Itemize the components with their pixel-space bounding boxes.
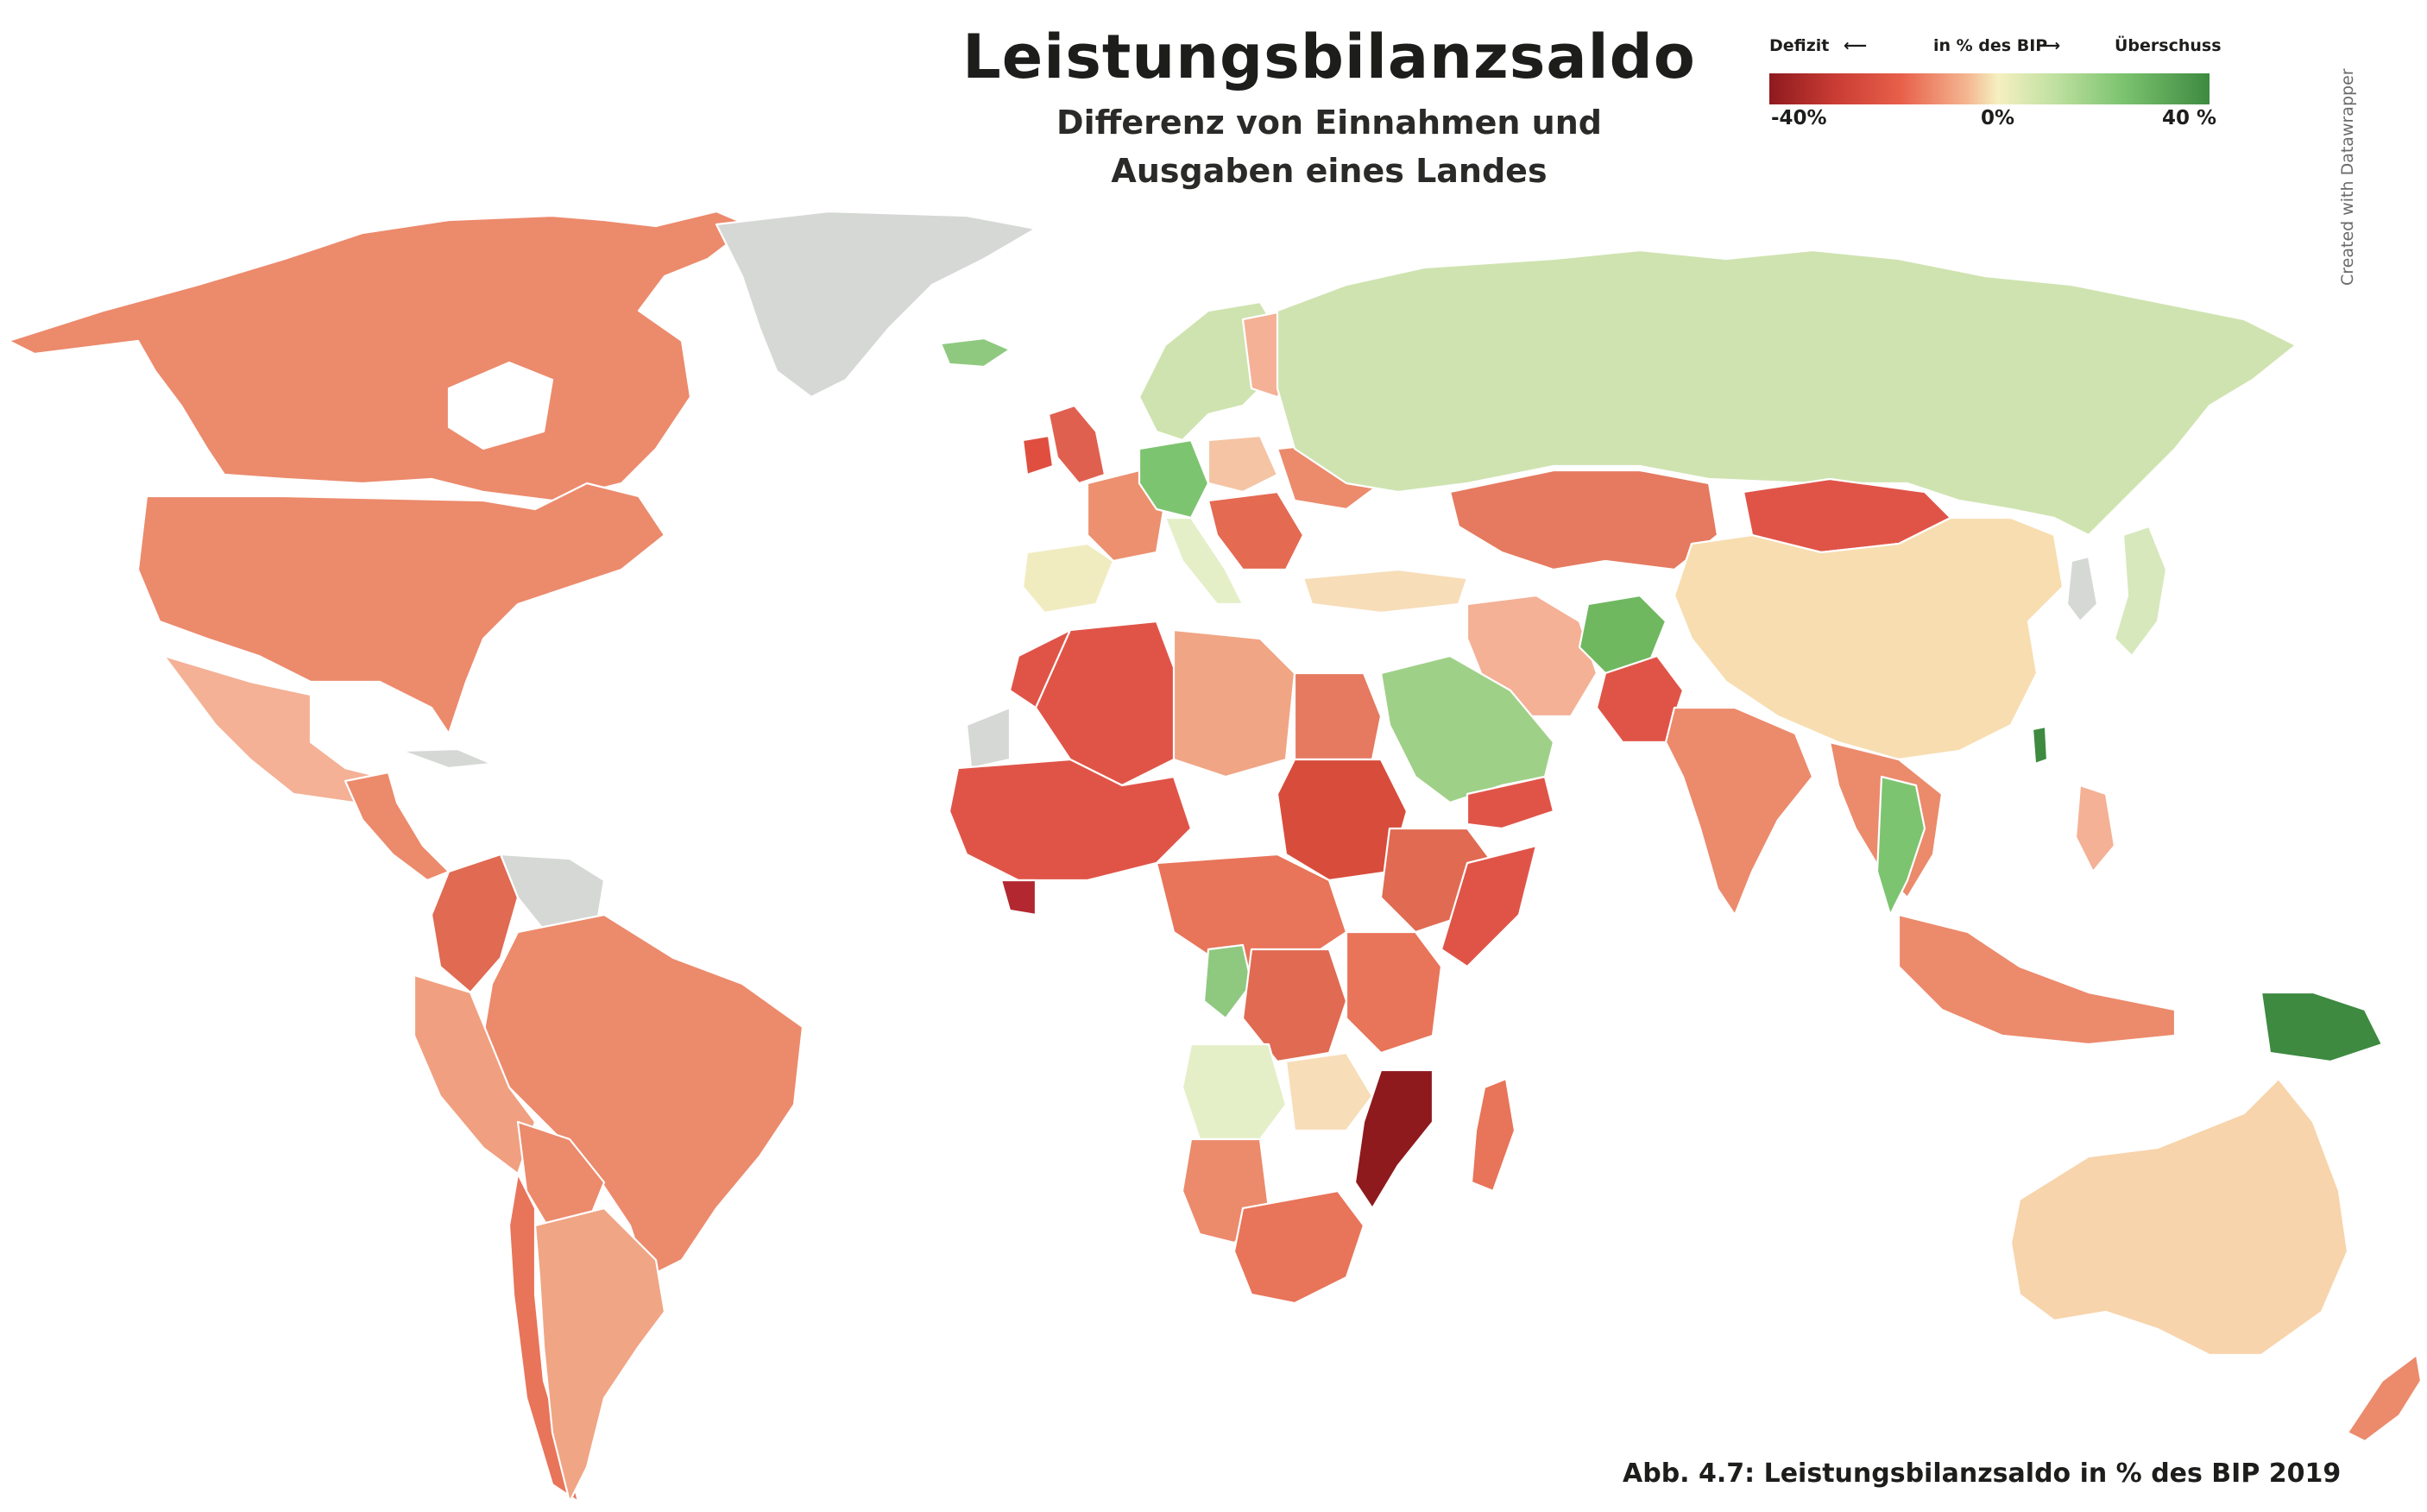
legend-gradient-bar: [1769, 73, 2210, 104]
region-italy: [1163, 516, 1245, 606]
region-libya: [1172, 628, 1296, 778]
region-philippines: [2074, 784, 2116, 873]
arrow-right-icon: ⟶: [2037, 36, 2061, 55]
region-balkans: [1207, 490, 1305, 571]
map-title: Leistungsbilanzsaldo: [962, 22, 1696, 92]
region-kazakhstan: [1448, 469, 1719, 571]
credit-text: Created with Datawrapper: [2338, 68, 2357, 286]
region-iceland: [939, 337, 1012, 369]
region-thailand: [1875, 775, 1926, 917]
region-canada: [7, 210, 753, 502]
legend-surplus-label: Überschuss: [2115, 36, 2222, 55]
region-angola: [1181, 1043, 1288, 1141]
region-east-africa: [1345, 930, 1443, 1055]
arrow-left-icon: ⟵: [1844, 36, 1868, 55]
region-zambia: [1284, 1051, 1374, 1132]
legend-middle-label: in % des BIP: [1933, 36, 2048, 55]
region-western-sahara: [965, 706, 1012, 770]
region-uk: [1047, 404, 1106, 485]
region-chile: [507, 1172, 580, 1503]
region-hudson-bay: [447, 361, 554, 450]
region-somalia: [1440, 844, 1538, 968]
region-papua-new-guinea: [2260, 991, 2384, 1063]
region-australia: [2009, 1077, 2349, 1357]
map-subtitle-line1: Differenz von Einnahmen und: [1056, 104, 1602, 142]
region-spain: [1021, 542, 1115, 614]
region-dr-congo: [1241, 948, 1348, 1063]
region-india: [1664, 706, 1814, 917]
region-madagascar: [1470, 1077, 1516, 1193]
map-subtitle-line2: Ausgaben eines Landes: [1111, 152, 1548, 190]
region-egypt: [1293, 671, 1383, 761]
legend-deficit-label: Defizit: [1769, 36, 1830, 55]
credit: Created with Datawrapper: [2330, 68, 2365, 293]
region-usa: [136, 482, 666, 735]
region-sudan: [1276, 758, 1409, 882]
region-new-zealand: [2346, 1353, 2423, 1443]
region-indonesia: [1897, 913, 2177, 1046]
legend-header: Defizit ⟵ in % des BIP ⟶ Überschuss: [1761, 33, 2222, 59]
region-japan: [2113, 525, 2168, 658]
region-cuba: [400, 747, 494, 770]
figure-caption: Abb. 4.7: Leistungsbilanzsaldo in % des …: [1623, 1458, 2342, 1489]
legend-max-label: 40 %: [2162, 107, 2217, 129]
region-west-africa: [948, 758, 1193, 882]
color-legend: Defizit ⟵ in % des BIP ⟶ Überschuss -40%…: [1761, 33, 2222, 136]
region-argentina: [533, 1206, 666, 1503]
region-taiwan: [2031, 725, 2049, 765]
region-poland: [1207, 434, 1279, 494]
region-south-africa: [1232, 1189, 1365, 1305]
legend-zero-label: 0%: [1981, 107, 2015, 129]
region-yemen: [1466, 775, 1555, 830]
legend-min-label: -40%: [1771, 107, 1827, 129]
region-korea: [2065, 555, 2099, 623]
region-greenland: [715, 210, 1037, 399]
region-china: [1673, 516, 2065, 761]
region-turkey: [1302, 568, 1469, 614]
title-block: Leistungsbilanzsaldo Differenz von Einna…: [898, 16, 1761, 195]
region-mozambique: [1353, 1068, 1434, 1210]
region-liberia: [999, 879, 1037, 917]
region-russia: [1276, 249, 2298, 537]
region-congo: [1202, 943, 1253, 1020]
region-central-america: [344, 771, 451, 882]
region-ireland: [1021, 434, 1055, 476]
region-algeria: [1034, 620, 1184, 787]
